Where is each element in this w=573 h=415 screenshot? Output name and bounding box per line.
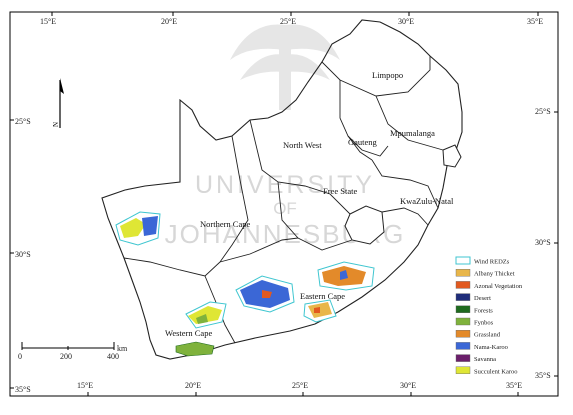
lon-label-bottom-25: 25°E [292, 381, 308, 390]
province-label-western-cape: Western Cape [165, 328, 212, 338]
scale-tick-200: 200 [60, 352, 72, 361]
scale-tick-400: 400 [107, 352, 119, 361]
lat-label-left-35: 35°S [15, 385, 31, 394]
legend-swatch-8 [455, 354, 471, 362]
province-label-northern-cape: Northern Cape [200, 219, 251, 229]
lat-label-right-30: 30°S [535, 238, 551, 247]
watermark-line2: OF [273, 199, 297, 218]
legend-label-8: Savanna [474, 356, 496, 363]
lon-label-top-30: 30°E [398, 17, 414, 26]
province-label-limpopo: Limpopo [372, 70, 403, 80]
legend-swatch-5 [455, 317, 471, 326]
lon-label-top-25: 25°E [280, 17, 296, 26]
province-label-north-west: North West [283, 140, 322, 150]
legend-label-0: Wind REDZs [474, 259, 510, 266]
redz-western-cape-south [175, 341, 215, 357]
legend-label-5: Fynbos [474, 320, 494, 327]
lon-label-top-20: 20°E [161, 17, 177, 26]
latitude-ticks [10, 111, 558, 389]
legend-label-3: Desert [474, 295, 491, 302]
legend-swatch-0 [455, 256, 471, 265]
legend-label-7: Nama-Karoo [474, 344, 508, 351]
lon-label-bottom-15: 15°E [77, 381, 93, 390]
province-label-eastern-cape: Eastern Cape [300, 291, 345, 301]
biome-patches [115, 211, 375, 357]
watermark-line1: UNIVERSITY [195, 171, 375, 199]
lat-label-right-35: 35°S [535, 371, 551, 380]
legend-swatch-1 [455, 269, 471, 277]
province-label-gauteng: Gauteng [348, 137, 378, 147]
legend-label-2: Azonal Vegetation [474, 283, 523, 290]
lat-label-right-25: 25°S [535, 107, 551, 116]
scale-bar: 0 200 400 km [18, 342, 128, 361]
lon-label-top-15: 15°E [40, 17, 56, 26]
legend-swatch-3 [455, 293, 471, 301]
lon-label-top-35: 35°E [527, 17, 543, 26]
lat-label-left-25: 25°S [15, 117, 31, 126]
legend-swatch-4 [455, 305, 471, 313]
scale-tick-0: 0 [18, 352, 22, 361]
lon-label-bottom-35: 35°E [506, 381, 522, 390]
legend-label-9: Succulent Karoo [474, 368, 518, 375]
lon-label-bottom-20: 20°E [185, 381, 201, 390]
watermark-crest [230, 24, 340, 110]
province-label-free-state: Free State [323, 186, 357, 196]
eswatini-outline [442, 144, 462, 168]
scale-unit: km [117, 344, 128, 353]
province-label-kwazulu-natal: KwaZulu-Natal [400, 196, 454, 206]
legend-label-1: Albany Thicket [474, 271, 515, 278]
lon-label-bottom-30: 30°E [400, 381, 416, 390]
province-label-mpumalanga: Mpumalanga [390, 128, 435, 138]
watermark: UNIVERSITY OF JOHANNESBURG [165, 24, 403, 249]
north-arrow-icon: N [52, 78, 64, 128]
legend-label-6: Grassland [474, 332, 501, 339]
longitude-ticks-top [51, 12, 539, 16]
longitude-ticks-bottom [87, 392, 519, 396]
legend: Wind REDZs Albany Thicket Azonal Vegetatio… [455, 256, 523, 375]
legend-swatch-9 [455, 366, 471, 374]
legend-label-4: Forests [474, 307, 493, 314]
legend-swatch-6 [455, 330, 471, 338]
lat-label-left-30: 30°S [15, 250, 31, 259]
lesotho-outline [344, 205, 385, 245]
legend-swatch-2 [455, 281, 471, 289]
legend-swatch-7 [455, 342, 471, 350]
north-arrow-label: N [52, 122, 60, 127]
